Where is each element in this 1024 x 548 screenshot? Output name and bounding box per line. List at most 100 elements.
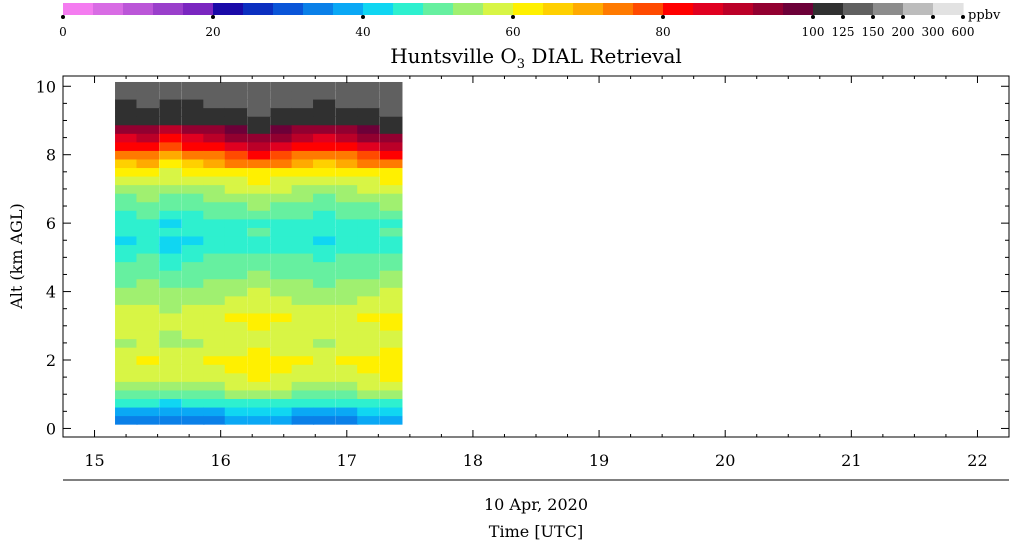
heatmap-cell xyxy=(115,415,138,425)
heatmap-cell xyxy=(357,81,380,92)
heatmap-cell xyxy=(335,210,359,220)
heatmap-cell xyxy=(159,415,182,425)
heatmap-cell xyxy=(357,124,380,134)
heatmap-cell xyxy=(224,381,248,391)
heatmap-cell xyxy=(115,407,138,417)
heatmap-cell xyxy=(136,227,160,237)
heatmap-cell xyxy=(247,141,271,151)
heatmap-cell xyxy=(181,278,205,288)
heatmap-cell xyxy=(313,295,336,305)
heatmap-cell xyxy=(379,150,403,160)
heatmap-cell xyxy=(291,201,315,211)
heatmap-cell xyxy=(247,99,271,109)
colorbar-swatch xyxy=(603,3,634,15)
heatmap-cell xyxy=(313,389,336,400)
heatmap-cell xyxy=(136,321,160,331)
heatmap-cell xyxy=(159,295,182,305)
heatmap-cell xyxy=(203,321,226,331)
heatmap-cell xyxy=(291,167,315,177)
heatmap-cell xyxy=(379,304,403,314)
heatmap-cell xyxy=(159,278,182,288)
heatmap-cell xyxy=(270,355,293,365)
heatmap-cell xyxy=(270,338,293,348)
heatmap-cell xyxy=(181,167,205,177)
colorbar-swatch xyxy=(393,3,424,15)
heatmap-cell xyxy=(247,398,271,408)
heatmap-cell xyxy=(247,253,271,263)
heatmap-cell xyxy=(159,338,182,348)
heatmap-cell xyxy=(357,355,380,365)
heatmap-cell xyxy=(115,141,138,151)
heatmap-cell xyxy=(270,270,293,280)
heatmap-cell xyxy=(224,407,248,417)
heatmap-cell xyxy=(224,158,248,169)
heatmap-cell xyxy=(181,304,205,314)
heatmap-cell xyxy=(203,99,226,109)
heatmap-cell xyxy=(159,81,182,92)
heatmap-cell xyxy=(115,364,138,374)
heatmap-cell xyxy=(379,398,403,408)
heatmap-cell xyxy=(136,150,160,160)
heatmap-cell xyxy=(136,338,160,348)
heatmap-cell xyxy=(181,133,205,143)
colorbar-tick-labels: 0 20 40 60 80 100 125 150 200 300 600 xyxy=(59,15,974,39)
heatmap-cell xyxy=(203,287,226,297)
heatmap-cell xyxy=(291,330,315,340)
colorbar-tick-dot xyxy=(211,15,215,19)
heatmap-cell xyxy=(224,218,248,228)
heatmap-cell xyxy=(181,141,205,151)
heatmap-cell xyxy=(247,338,271,348)
heatmap-cell xyxy=(247,381,271,391)
heatmap-cell xyxy=(247,415,271,425)
heatmap-cell xyxy=(313,347,336,357)
heatmap-cell xyxy=(247,372,271,382)
heatmap-cell xyxy=(159,90,182,100)
heatmap-cell xyxy=(247,124,271,134)
heatmap-cell xyxy=(335,355,359,365)
heatmap-cell xyxy=(136,278,160,288)
heatmap-cell xyxy=(181,347,205,357)
heatmap-cell xyxy=(313,218,336,228)
heatmap-cell xyxy=(181,218,205,228)
colorbar-swatch xyxy=(243,3,274,15)
heatmap-cell xyxy=(291,218,315,228)
heatmap-cell xyxy=(181,389,205,400)
heatmap-cell xyxy=(136,270,160,280)
heatmap-cell xyxy=(335,81,359,92)
heatmap-cell xyxy=(357,381,380,391)
heatmap-cell xyxy=(115,330,138,340)
heatmap-cell xyxy=(379,270,403,280)
heatmap-cell xyxy=(291,193,315,203)
heatmap-cell xyxy=(115,287,138,297)
colorbar-swatch xyxy=(123,3,154,15)
heatmap-cell xyxy=(379,133,403,143)
x-tick-label: 17 xyxy=(337,451,357,470)
heatmap-cell xyxy=(224,210,248,220)
heatmap-cell xyxy=(379,184,403,194)
heatmap-cell xyxy=(203,398,226,408)
colorbar-swatch xyxy=(873,3,904,15)
heatmap-cell xyxy=(115,338,138,348)
heatmap-cell xyxy=(136,133,160,143)
heatmap-cell xyxy=(136,235,160,246)
heatmap-cell xyxy=(313,90,336,100)
heatmap-cell xyxy=(203,278,226,288)
heatmap-cell xyxy=(203,304,226,314)
heatmap-cell xyxy=(335,304,359,314)
heatmap-cell xyxy=(224,287,248,297)
heatmap-cell xyxy=(313,398,336,408)
heatmap-cell xyxy=(357,235,380,246)
heatmap-cell xyxy=(136,287,160,297)
colorbar-unit-label: ppbv xyxy=(968,8,1001,23)
heatmap-cell xyxy=(136,107,160,117)
heatmap-cell xyxy=(335,415,359,425)
colorbar-swatch xyxy=(903,3,934,15)
heatmap-cell xyxy=(270,235,293,246)
heatmap-cell xyxy=(115,124,138,134)
heatmap-cell xyxy=(357,167,380,177)
heatmap-cell xyxy=(335,381,359,391)
heatmap-cell xyxy=(224,321,248,331)
heatmap-cell xyxy=(270,176,293,186)
heatmap-cell xyxy=(224,278,248,288)
heatmap-cell xyxy=(159,321,182,331)
